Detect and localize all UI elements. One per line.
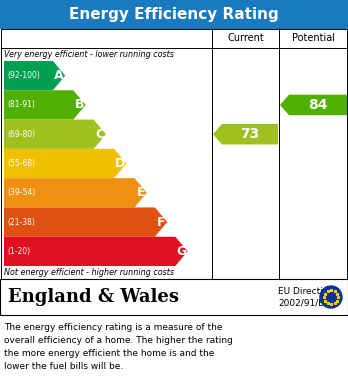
Text: (39-54): (39-54) [7, 188, 35, 197]
Text: (81-91): (81-91) [7, 100, 35, 109]
Text: EU Directive: EU Directive [278, 287, 334, 296]
Text: A: A [54, 69, 64, 82]
Polygon shape [4, 237, 188, 266]
Bar [1, 29, 347, 279]
Text: C: C [95, 128, 104, 141]
Polygon shape [4, 208, 167, 237]
Text: 2002/91/EC: 2002/91/EC [278, 298, 330, 307]
Text: Energy Efficiency Rating: Energy Efficiency Rating [69, 7, 279, 22]
Text: the more energy efficient the home is and the: the more energy efficient the home is an… [4, 349, 214, 358]
Text: (21-38): (21-38) [7, 217, 35, 226]
Text: E: E [136, 186, 145, 199]
Text: B: B [75, 99, 84, 111]
Text: 84: 84 [308, 98, 328, 112]
Text: overall efficiency of a home. The higher the rating: overall efficiency of a home. The higher… [4, 336, 233, 345]
Bar [0, 0, 348, 28]
Text: Current: Current [227, 33, 264, 43]
Text: Potential: Potential [292, 33, 335, 43]
Polygon shape [4, 61, 65, 90]
Text: (1-20): (1-20) [7, 247, 30, 256]
Text: G: G [176, 245, 187, 258]
Text: The energy efficiency rating is a measure of the: The energy efficiency rating is a measur… [4, 323, 222, 332]
Polygon shape [213, 124, 278, 144]
Text: (92-100): (92-100) [7, 71, 40, 80]
Bar [0, 279, 348, 315]
Polygon shape [4, 149, 126, 178]
Text: Not energy efficient - higher running costs: Not energy efficient - higher running co… [4, 268, 174, 277]
Text: D: D [115, 157, 125, 170]
Text: (55-68): (55-68) [7, 159, 35, 168]
Circle shape [320, 286, 342, 308]
Text: England & Wales: England & Wales [8, 288, 179, 306]
Text: F: F [157, 215, 165, 229]
Text: Very energy efficient - lower running costs: Very energy efficient - lower running co… [4, 50, 174, 59]
Polygon shape [280, 95, 347, 115]
Text: (69-80): (69-80) [7, 130, 35, 139]
Polygon shape [4, 120, 106, 149]
Text: 73: 73 [240, 127, 260, 141]
Text: lower the fuel bills will be.: lower the fuel bills will be. [4, 362, 123, 371]
Polygon shape [4, 178, 147, 208]
Polygon shape [4, 90, 86, 120]
